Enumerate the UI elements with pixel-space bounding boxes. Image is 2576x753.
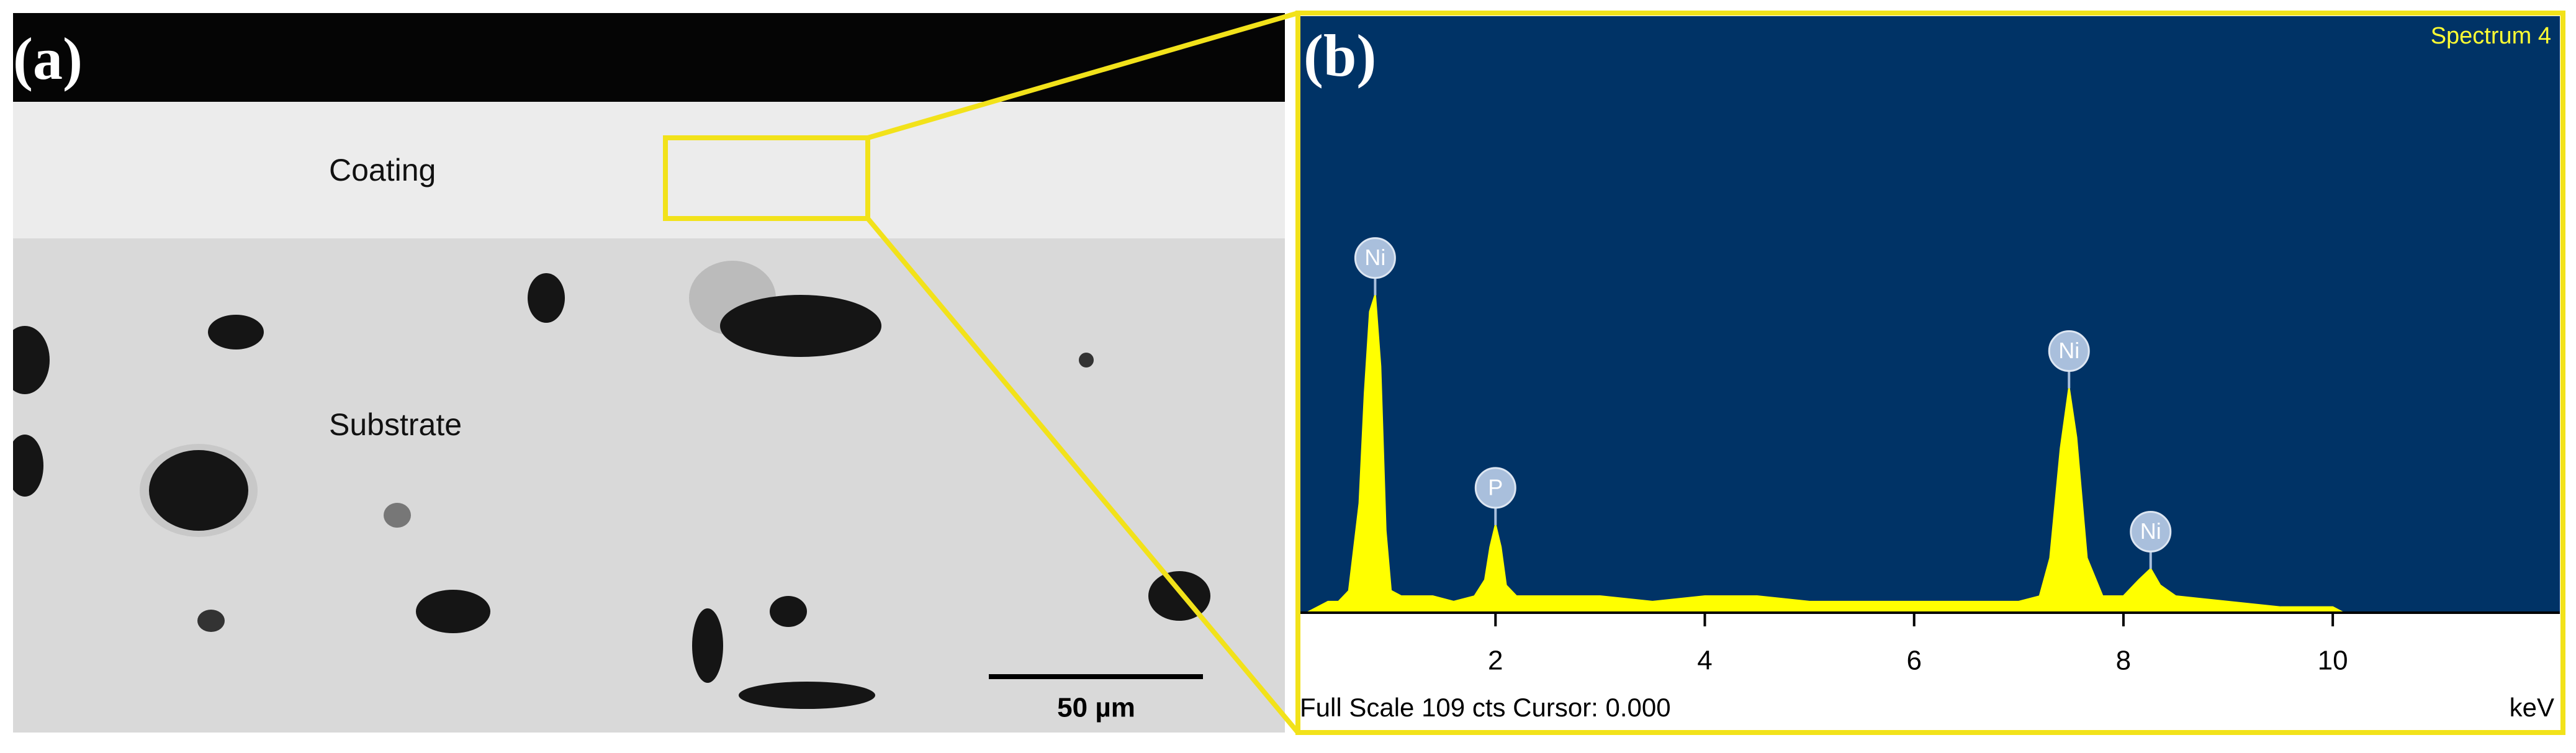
mount-area [13, 13, 1285, 102]
panel-label: (b) [1304, 22, 1376, 89]
spectrum-area [1307, 295, 2344, 614]
x-axis-label: keV [2510, 693, 2554, 722]
pore [528, 273, 565, 323]
peak-marker [1474, 467, 1516, 509]
spectrum-frame [1295, 11, 2565, 735]
zoom-line [867, 11, 1299, 140]
pore [416, 590, 490, 633]
peak-marker [2048, 330, 2090, 372]
pore [1079, 353, 1094, 367]
peak-label: Ni [2058, 338, 2079, 363]
panel-label: (a) [13, 25, 83, 92]
peak-label: Ni [2140, 518, 2161, 544]
peak-label: Ni [1364, 245, 1385, 270]
pore [13, 435, 43, 497]
x-tick-label: 6 [1906, 646, 1921, 676]
x-tick-label: 4 [1697, 646, 1712, 676]
spectrum-title: Spectrum 4 [2431, 23, 2551, 49]
pore [197, 610, 225, 632]
pore [384, 503, 411, 528]
substrate-label: Substrate [329, 407, 462, 442]
sem-image [13, 13, 1285, 733]
peak-marker [1354, 237, 1396, 279]
x-tick-label: 10 [2318, 646, 2348, 676]
pore [208, 315, 264, 349]
pore [720, 295, 881, 357]
plot-area [1300, 16, 2560, 613]
pore [692, 608, 723, 683]
peak-label: P [1488, 474, 1503, 500]
scale-bar-label: 50 µm [1057, 693, 1135, 723]
zoom-line [865, 217, 1300, 734]
peak-marker [2130, 510, 2172, 552]
pore [739, 682, 875, 709]
coating-layer [13, 102, 1285, 238]
pore [770, 596, 807, 627]
coating-label: Coating [329, 153, 436, 187]
plot: 2 4 6 8 10 Ni P Ni Ni [1300, 237, 2560, 676]
x-tick-label: 8 [2116, 646, 2131, 676]
zoom-box [663, 135, 870, 221]
x-tick-label: 2 [1488, 646, 1503, 676]
pore [13, 326, 50, 394]
pore [149, 450, 248, 531]
status-text: Full Scale 109 cts Cursor: 0.000 [1300, 693, 1671, 722]
